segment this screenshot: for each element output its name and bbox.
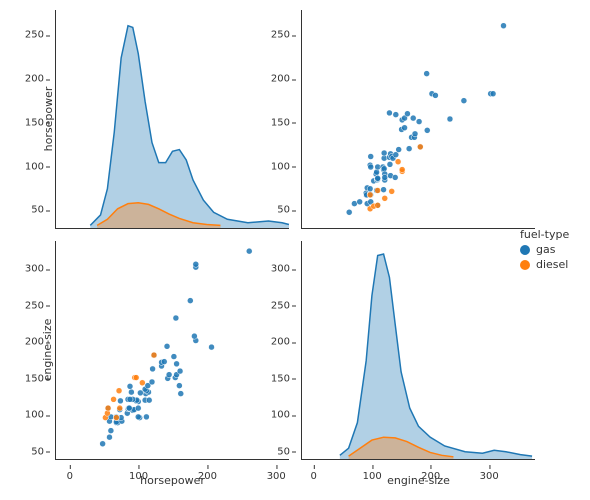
legend-dot-diesel [520, 260, 530, 270]
legend-row-diesel: diesel [520, 258, 590, 271]
xlabel-enginesize: engine-size [387, 474, 450, 487]
legend-dot-gas [520, 245, 530, 255]
panel-hp-kde: horsepower 50100150200250 [55, 10, 289, 229]
xlabel-horsepower: horsepower [140, 474, 205, 487]
legend-label-gas: gas [536, 243, 555, 256]
scatter-bl-svg [56, 241, 289, 459]
legend-title: fuel-type [520, 228, 590, 241]
panel-es-kde: engine-size 50100150200250300 0100200300 [301, 241, 535, 460]
scatter-tr-svg [302, 10, 535, 228]
pairplot-grid: horsepower 50100150200250 50100150200250… [55, 10, 535, 460]
ylabel-enginesize: engine-size [41, 319, 54, 382]
panel-es-hp-scatter: 50100150200250 [301, 10, 535, 229]
kde-hp-svg [56, 10, 289, 228]
panel-hp-es-scatter: engine-size horsepower 50100150200250300… [55, 241, 289, 460]
legend-row-gas: gas [520, 243, 590, 256]
legend: fuel-type gas diesel [520, 228, 590, 271]
kde-es-svg [302, 241, 535, 459]
legend-label-diesel: diesel [536, 258, 568, 271]
